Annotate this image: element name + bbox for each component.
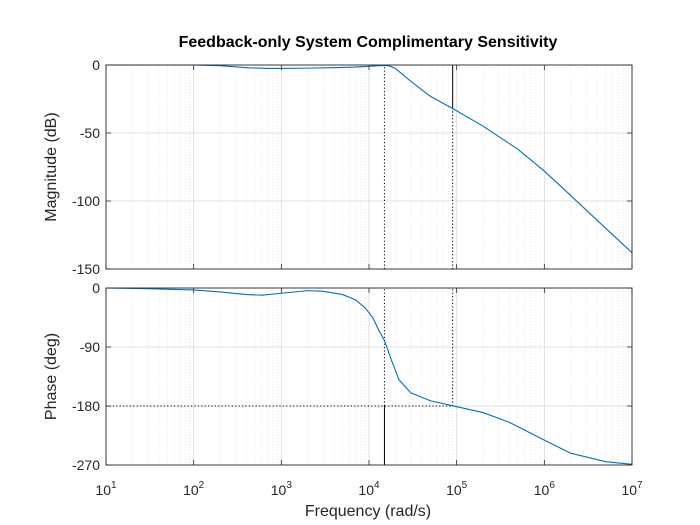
magnitude-panel: 0 -50 -100 -150 Magnitude (dB) [43,57,633,277]
x-tick-label: 105 [446,480,468,498]
y-tick-label: -270 [72,457,100,473]
phase-axes-box [105,287,633,466]
phase-series-line [105,287,633,465]
x-tick-label: 104 [358,480,380,498]
x-tick-label: 107 [621,480,643,498]
phase-y-axis-label: Phase (deg) [43,333,60,420]
x-tick-label: 103 [271,480,293,498]
magnitude-y-axis-label: Magnitude (dB) [43,112,60,221]
y-tick-label: -180 [72,398,100,414]
x-tick-label: 101 [95,480,117,498]
magnitude-axes-box [105,64,633,270]
x-tick-label: 106 [534,480,556,498]
chart-title: Feedback-only System Complimentary Sensi… [179,34,558,51]
y-tick-label: -90 [80,339,100,355]
x-axis-label: Frequency (rad/s) [305,503,431,520]
y-tick-label: 0 [92,57,100,73]
phase-panel: 0 -90 -180 -270 Phase (deg) 101 102 103 104 105 10… [43,280,643,498]
y-tick-label: 0 [92,280,100,296]
plot-panels: 0 -50 -100 -150 Magnitude (dB) 0 -90 -180 -270 Ph… [43,57,643,498]
y-tick-label: -100 [72,193,100,209]
y-tick-label: -50 [80,125,100,141]
magnitude-series-line [106,64,633,254]
x-tick-label: 102 [183,480,205,498]
y-tick-label: -150 [72,261,100,277]
